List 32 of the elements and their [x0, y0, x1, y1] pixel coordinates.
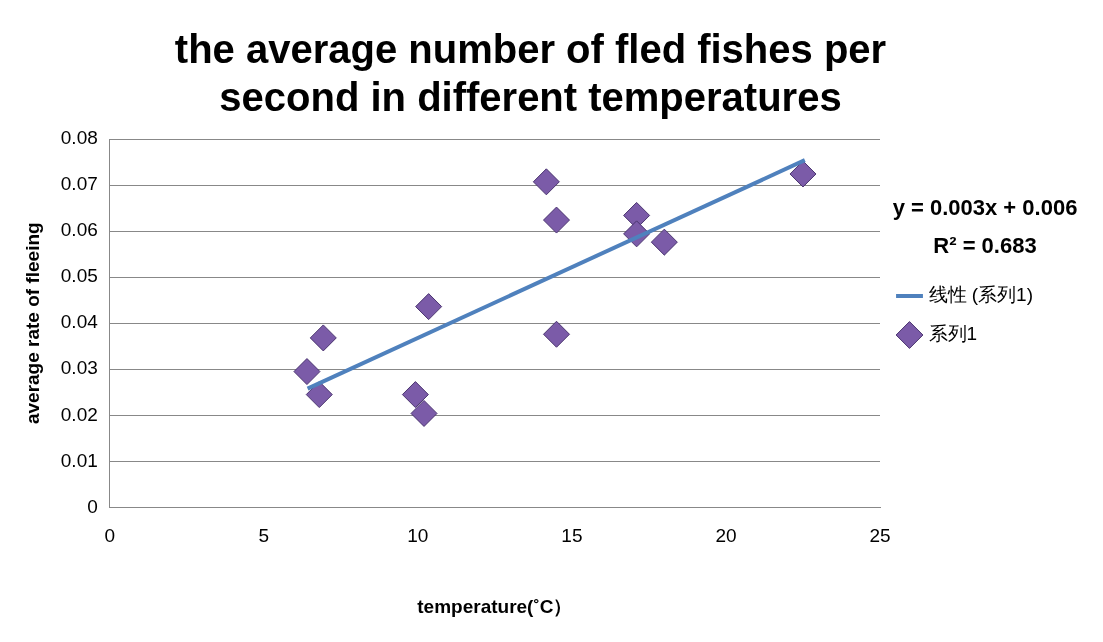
legend-label: 线性 (系列1)	[928, 284, 1033, 306]
y-tick-label: 0.04	[60, 311, 99, 333]
point	[789, 160, 817, 188]
point	[543, 206, 571, 234]
point	[309, 324, 337, 352]
legend-label: 系列1	[928, 323, 978, 345]
point	[650, 228, 678, 256]
point	[293, 358, 321, 386]
x-tick-label: 15	[561, 525, 583, 547]
point	[532, 168, 560, 196]
y-tick-label: 0.02	[60, 403, 98, 425]
x-tick-label: 20	[715, 525, 737, 547]
y-axis-title: average rate of fleeing	[21, 222, 43, 425]
x-tick-label: 0	[104, 525, 116, 547]
x-tick-label: 5	[258, 525, 270, 547]
point	[415, 293, 443, 321]
point	[401, 381, 429, 409]
y-tick-label: 0.05	[60, 265, 98, 287]
y-tick-label: 0.06	[60, 219, 98, 241]
text: y = 0.003x + 0.006 R² = 0.683	[892, 195, 1078, 259]
x-tick-label: 10	[407, 525, 429, 547]
y-tick-label: 0.07	[60, 173, 98, 195]
y-tick-label: 0.01	[60, 449, 98, 471]
point	[410, 399, 438, 427]
point	[305, 381, 333, 409]
y-tick-label: 0.08	[60, 127, 98, 149]
chart-title: the average number of fled fishes per second in different temperatures	[174, 27, 887, 120]
x-axis-title: temperature(˚C）	[417, 595, 573, 617]
x-tick-label: 25	[869, 525, 891, 547]
point	[543, 320, 571, 348]
y-tick-label: 0	[87, 495, 98, 517]
y-tick-label: 0.03	[60, 357, 98, 379]
